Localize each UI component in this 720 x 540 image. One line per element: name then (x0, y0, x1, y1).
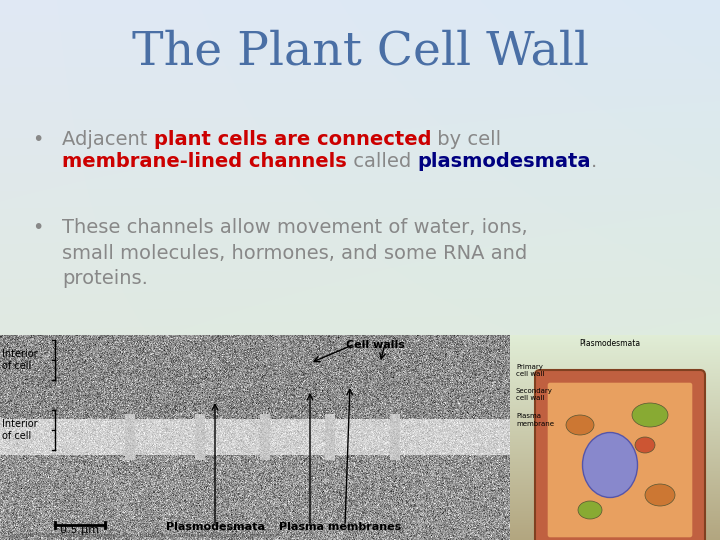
Ellipse shape (582, 433, 637, 497)
Ellipse shape (578, 501, 602, 519)
Text: plasmodesmata: plasmodesmata (418, 152, 590, 171)
Text: Adjacent: Adjacent (62, 130, 153, 149)
Text: by cell: by cell (431, 130, 501, 149)
Text: .: . (590, 152, 597, 171)
Text: These channels allow movement of water, ions,
small molecules, hormones, and som: These channels allow movement of water, … (62, 218, 528, 288)
Text: 0.5 µm: 0.5 µm (60, 525, 99, 535)
Text: Primary
cell wall: Primary cell wall (516, 363, 544, 376)
Text: •: • (32, 218, 44, 237)
Text: Plasmodesmata: Plasmodesmata (166, 522, 264, 532)
Text: The Plant Cell Wall: The Plant Cell Wall (132, 29, 588, 75)
Text: Plasmodesmata: Plasmodesmata (580, 339, 641, 348)
Text: plant cells are connected: plant cells are connected (153, 130, 431, 149)
Text: membrane-lined channels: membrane-lined channels (62, 152, 347, 171)
Text: Secondary
cell wall: Secondary cell wall (516, 388, 553, 402)
Ellipse shape (566, 415, 594, 435)
Text: Interior
of cell: Interior of cell (2, 349, 37, 371)
FancyBboxPatch shape (535, 370, 705, 540)
Text: Cell walls: Cell walls (346, 340, 405, 350)
Text: Copyright © 2008 Pearson Education, Inc., publishing as Pearson Benjamin Cumming: Copyright © 2008 Pearson Education, Inc.… (3, 532, 275, 538)
Ellipse shape (645, 484, 675, 506)
Text: called: called (347, 152, 418, 171)
Text: •: • (32, 130, 44, 149)
Ellipse shape (635, 437, 655, 453)
Ellipse shape (632, 403, 668, 427)
Text: Interior
of cell: Interior of cell (2, 419, 37, 441)
Text: Plasma
membrane: Plasma membrane (516, 414, 554, 427)
FancyBboxPatch shape (547, 382, 693, 538)
Text: Plasma membranes: Plasma membranes (279, 522, 401, 532)
